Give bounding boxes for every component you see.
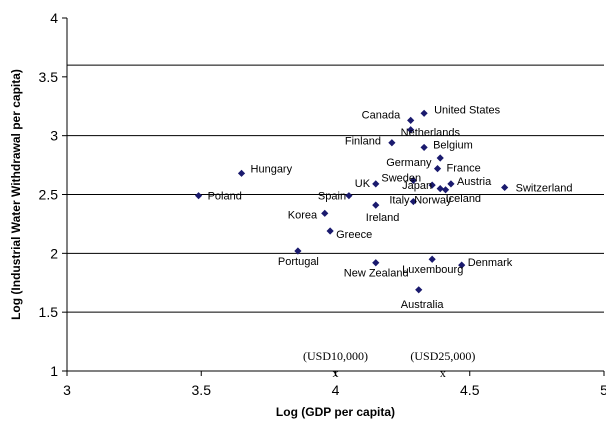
point-spain (345, 192, 353, 200)
data-points (194, 109, 509, 294)
x-axis-title: Log (GDP per capita) (276, 405, 395, 419)
point-sweden (409, 176, 417, 184)
point-label-canada: Canada (362, 109, 401, 121)
point-austria (447, 180, 455, 188)
point-label-switzerland: Switzerland (516, 182, 573, 194)
point-hungary (237, 169, 246, 177)
y-tick-label-2: 2 (50, 245, 58, 261)
point-japan (428, 181, 436, 189)
point-uk (372, 180, 380, 188)
point-denmark (458, 261, 466, 269)
point-label-portugal: Portugal (278, 256, 319, 268)
point-new-zealand (372, 259, 380, 267)
y-axis-title: Log (Industrial Water Withdrawal per cap… (9, 69, 23, 320)
y-tick-label-3: 2.5 (39, 187, 59, 203)
point-label-united-states: United States (434, 104, 501, 116)
point-label-netherlands: Netherlands (401, 127, 461, 139)
point-label-norway: Norway (414, 195, 452, 207)
point-label-italy: Italy (389, 195, 410, 207)
point-belgium (420, 143, 428, 152)
y-tick-label-5: 3.5 (39, 69, 59, 85)
annotations: (USD10,000) x (USD25,000) x (303, 349, 475, 380)
point-label-poland: Poland (208, 191, 242, 203)
point-label-australia: Australia (401, 299, 445, 311)
y-tick-label-1: 1.5 (39, 304, 59, 320)
point-label-greece: Greece (336, 229, 372, 241)
point-label-iceland: Iceland (446, 193, 481, 205)
point-iceland (441, 186, 450, 194)
point-finland (388, 139, 396, 147)
point-label-belgium: Belgium (433, 139, 473, 151)
point-label-germany: Germany (386, 157, 432, 169)
annotation-1: (USD25,000) (410, 349, 475, 363)
point-label-finland: Finland (345, 136, 381, 148)
point-label-denmark: Denmark (468, 257, 513, 269)
point-germany (436, 154, 444, 162)
y-tick-label-4: 3 (50, 128, 58, 144)
annotation-0: (USD10,000) (303, 349, 368, 363)
point-label-hungary: Hungary (251, 163, 293, 175)
point-netherlands (407, 126, 415, 134)
x-tick-label-2: 4 (332, 382, 340, 398)
point-label-new-zealand: New Zealand (344, 268, 409, 280)
point-switzerland (501, 183, 509, 192)
x-tick-label-3: 4.5 (460, 382, 480, 398)
point-ireland (372, 201, 380, 209)
y-tick-label-6: 4 (50, 10, 58, 26)
x-marker-0: x (333, 366, 339, 380)
x-tick-label-0: 3 (63, 382, 71, 398)
point-label-uk: UK (355, 178, 371, 190)
point-label-korea: Korea (288, 209, 318, 221)
y-tick-labels: 1 1.5 2 2.5 3 3.5 4 (39, 10, 67, 379)
point-portugal (294, 247, 302, 255)
grid-layer (67, 64, 604, 313)
point-label-luxembourg: Luxembourg (402, 264, 463, 276)
x-tick-label-4: 5 (600, 382, 606, 398)
point-canada (407, 116, 415, 124)
x-marker-1: x (440, 366, 446, 380)
point-label-ireland: Ireland (366, 212, 400, 224)
point-label-sweden: Sweden (381, 172, 421, 184)
x-tick-labels: 3 3.5 4 4.5 5 (63, 371, 606, 398)
point-label-spain: Spain (318, 191, 346, 203)
point-australia (415, 286, 423, 294)
point-united-states (420, 109, 428, 117)
point-luxembourg (428, 255, 436, 263)
y-tick-label-0: 1 (50, 363, 58, 379)
point-norway (436, 185, 444, 193)
x-tick-label-1: 3.5 (192, 382, 212, 398)
point-italy (409, 197, 417, 206)
point-korea (321, 209, 329, 217)
point-label-france: France (447, 163, 481, 175)
point-label-austria: Austria (457, 176, 492, 188)
point-france (433, 165, 442, 173)
point-poland (194, 192, 203, 200)
point-greece (326, 227, 334, 235)
point-label-japan: Japan (402, 180, 432, 192)
